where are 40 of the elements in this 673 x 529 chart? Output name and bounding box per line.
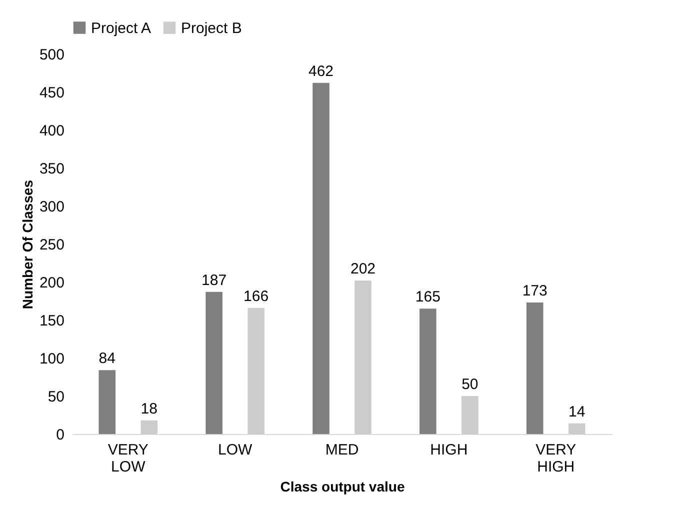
data-label: 14 bbox=[568, 403, 586, 420]
x-tick-label: VERY HIGH bbox=[536, 442, 576, 476]
y-axis-title: Number Of Classes bbox=[19, 180, 36, 310]
y-tick-label: 300 bbox=[39, 198, 64, 216]
x-tick-label: MED bbox=[325, 442, 359, 458]
data-label: 187 bbox=[202, 272, 227, 289]
bar bbox=[462, 396, 478, 434]
data-label: 165 bbox=[415, 288, 440, 306]
y-tick-label: 250 bbox=[39, 236, 64, 254]
y-tick-label: 50 bbox=[48, 388, 64, 406]
bar bbox=[140, 420, 158, 434]
data-label: 173 bbox=[522, 282, 548, 300]
data-label: 50 bbox=[462, 376, 478, 393]
bar bbox=[526, 302, 544, 434]
x-tick-label: LOW bbox=[218, 442, 253, 458]
y-tick-label: 400 bbox=[39, 122, 64, 140]
x-tick-label: VERY LOW bbox=[108, 442, 148, 476]
data-label: 18 bbox=[140, 400, 158, 418]
bar bbox=[568, 423, 586, 434]
bar bbox=[420, 308, 436, 434]
y-tick-label: 150 bbox=[39, 312, 64, 330]
y-tick-label: 500 bbox=[39, 46, 64, 64]
data-label: 202 bbox=[350, 260, 376, 278]
x-axis-title: Class output value bbox=[280, 478, 405, 494]
y-tick-label: 450 bbox=[39, 84, 64, 102]
bar bbox=[98, 370, 116, 434]
bar bbox=[312, 82, 330, 434]
bar bbox=[248, 308, 264, 434]
y-tick-label: 200 bbox=[39, 274, 64, 292]
bar bbox=[206, 292, 222, 434]
legend-label: Project A bbox=[91, 20, 152, 37]
data-label: 462 bbox=[308, 62, 334, 80]
legend-label: Project B bbox=[181, 20, 242, 37]
y-tick-label: 350 bbox=[39, 160, 64, 178]
y-tick-label: 100 bbox=[39, 350, 64, 368]
bar bbox=[354, 280, 372, 434]
data-label: 84 bbox=[98, 350, 116, 368]
x-tick-label: HIGH bbox=[430, 442, 468, 458]
data-label: 166 bbox=[244, 288, 269, 305]
y-tick-label: 0 bbox=[56, 426, 64, 444]
